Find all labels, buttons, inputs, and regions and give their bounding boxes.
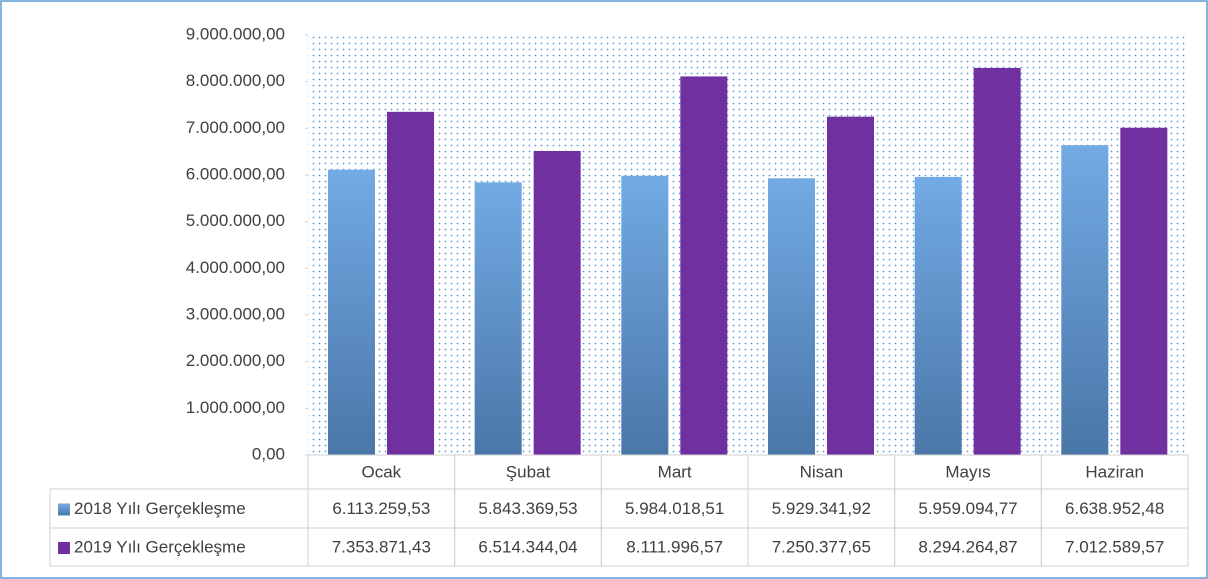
bar — [680, 76, 728, 456]
legend-label: 2019 Yılı Gerçekleşme — [74, 537, 246, 556]
legend-key — [58, 503, 70, 516]
table-value: 6.514.344,04 — [478, 537, 577, 556]
table-value: 7.250.377,65 — [772, 537, 871, 556]
bar — [533, 150, 581, 455]
x-tick-label: Haziran — [1085, 462, 1144, 481]
legend-key — [58, 542, 70, 554]
table-value: 5.843.369,53 — [478, 499, 577, 518]
bar — [827, 116, 874, 455]
y-tick-label: 1.000.000,00 — [186, 398, 285, 417]
table-value: 8.294.264,87 — [918, 537, 1017, 556]
bar — [328, 169, 375, 456]
bar — [1120, 127, 1168, 455]
bar — [1061, 145, 1109, 455]
x-tick-label: Mart — [658, 462, 692, 481]
y-tick-label: 0,00 — [252, 444, 285, 463]
y-tick-label: 4.000.000,00 — [186, 258, 285, 277]
x-tick-label: Nisan — [800, 462, 843, 481]
y-tick-label: 5.000.000,00 — [186, 211, 285, 230]
y-tick-label: 3.000.000,00 — [186, 304, 285, 323]
y-tick-label: 8.000.000,00 — [186, 71, 285, 90]
table-value: 7.012.589,57 — [1065, 537, 1164, 556]
y-tick-label: 7.000.000,00 — [186, 118, 285, 137]
table-value: 5.984.018,51 — [625, 499, 724, 518]
table-value: 5.959.094,77 — [918, 499, 1017, 518]
x-tick-label: Ocak — [361, 462, 401, 481]
legend-label: 2018 Yılı Gerçekleşme — [74, 499, 246, 518]
bar — [387, 111, 434, 455]
table-value: 6.638.952,48 — [1065, 499, 1164, 518]
table-value: 6.113.259,53 — [332, 499, 430, 518]
bar — [474, 182, 522, 455]
bar — [621, 175, 669, 456]
y-tick-label: 9.000.000,00 — [186, 24, 285, 43]
y-tick-label: 6.000.000,00 — [186, 164, 285, 183]
bar — [973, 67, 1021, 456]
plot-background — [308, 35, 1188, 455]
table-cell — [1040, 527, 1189, 567]
bar — [914, 176, 962, 455]
x-tick-label: Mayıs — [945, 462, 990, 481]
y-tick-label: 2.000.000,00 — [186, 351, 285, 370]
table-value: 5.929.341,92 — [772, 499, 871, 518]
table-value: 7.353.871,43 — [332, 537, 431, 556]
table-value: 8.111.996,57 — [626, 537, 723, 556]
bar — [768, 178, 815, 456]
x-tick-label: Şubat — [506, 462, 551, 481]
